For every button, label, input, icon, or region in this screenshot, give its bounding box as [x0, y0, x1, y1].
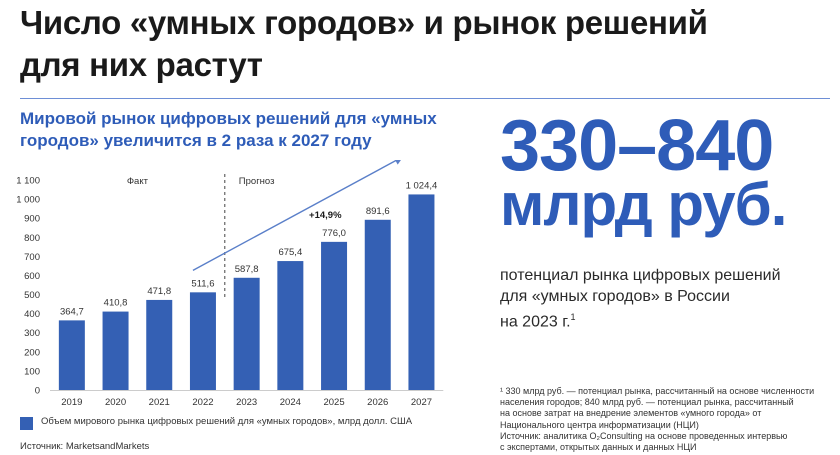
- growth-annotation: +14,9%: [309, 210, 342, 221]
- bar: [408, 194, 435, 390]
- data-label: 776,0: [322, 228, 346, 239]
- chart-title-line-2: городов» увеличится в 2 раза к 2027 году: [20, 131, 372, 150]
- bar: [233, 277, 260, 390]
- x-tick-label: 2026: [367, 397, 388, 408]
- y-tick-label: 1 100: [16, 176, 40, 187]
- x-tick-label: 2021: [149, 397, 170, 408]
- data-label: 675,4: [278, 247, 302, 258]
- page-title-line-2: для них растут: [20, 46, 263, 83]
- x-tick-label: 2025: [323, 397, 344, 408]
- period-label-fact: Факт: [127, 176, 149, 187]
- bar-chart: 0 100 200 300 400 500 600 700 800 900 1 000 1 100 36…: [16, 160, 444, 408]
- highlight-range: 330–840: [500, 106, 774, 186]
- y-tick-label: 400: [24, 309, 40, 320]
- y-tick-label: 600: [24, 271, 40, 282]
- bar: [364, 219, 391, 390]
- x-tick-label: 2024: [280, 397, 301, 408]
- data-label: 511,6: [191, 278, 214, 289]
- y-tick-label: 300: [24, 328, 40, 339]
- y-tick-label: 1 000: [16, 195, 40, 206]
- footnote-line-4: Национального центра информатизации (НЦИ…: [500, 419, 699, 430]
- legend-label: Объем мирового рынка цифровых решений дл…: [41, 416, 413, 427]
- x-tick-label: 2019: [61, 397, 82, 408]
- bar: [58, 320, 85, 390]
- page-title-line-1: Число «умных городов» и рынок решений: [20, 4, 708, 41]
- legend-swatch: [20, 417, 33, 430]
- data-label: 364,7: [60, 306, 84, 317]
- bar: [102, 311, 129, 390]
- x-tick-label: 2020: [105, 397, 126, 408]
- bar: [277, 261, 304, 390]
- footnote-line-1: ¹ 330 млрд руб. — потенциал рынка, рассч…: [500, 386, 815, 396]
- data-label: 587,8: [235, 264, 259, 275]
- growth-arrow-line: [192, 160, 399, 271]
- highlight-description-line-2: для «умных городов» в России: [500, 288, 730, 305]
- bar: [321, 241, 348, 390]
- title-divider: [20, 98, 830, 99]
- y-tick-label: 700: [24, 252, 40, 263]
- x-tick-label: 2023: [236, 397, 257, 408]
- y-tick-label: 500: [24, 290, 40, 301]
- highlight-description: потенциал рынка цифровых решений для «ум…: [500, 265, 800, 332]
- page-title: Число «умных городов» и рынок решений дл…: [20, 2, 780, 86]
- y-tick-label: 0: [35, 386, 40, 397]
- highlight-description-line-3-text: на 2023 г.: [500, 313, 571, 331]
- data-label: 891,6: [366, 206, 390, 217]
- highlight-description-line-1: потенциал рынка цифровых решений: [500, 267, 781, 284]
- highlight-unit: млрд руб.: [500, 171, 787, 238]
- highlight-description-line-3: на 2023 г.1: [500, 307, 800, 332]
- footnote-line-3: на основе затрат на внедрение элементов …: [500, 408, 762, 419]
- footnote: ¹ 330 млрд руб. — потенциал рынка, рассч…: [500, 386, 830, 453]
- x-tick-label: 2022: [192, 397, 213, 408]
- y-tick-label: 900: [24, 214, 40, 225]
- footnote-marker: 1: [570, 312, 576, 322]
- data-label: 471,8: [147, 286, 171, 297]
- footnote-line-5: Источник: аналитика O₂Consulting на осно…: [500, 430, 788, 441]
- bar: [189, 292, 216, 390]
- data-label: 410,8: [104, 298, 128, 309]
- period-label-forecast: Прогноз: [239, 176, 275, 187]
- y-tick-label: 100: [24, 366, 40, 377]
- chart-source: Источник: MarketsandMarkets: [20, 441, 150, 452]
- growth-arrow-head: [395, 160, 401, 165]
- bar: [146, 299, 173, 390]
- data-label: 1 024,4: [406, 180, 438, 191]
- footnote-line-6: с экспертами, открытых данных и данных Н…: [500, 442, 697, 453]
- y-tick-label: 800: [24, 233, 40, 244]
- x-tick-label: 2027: [411, 397, 432, 408]
- footnote-line-2: населения городов; 840 млрд руб. — потен…: [500, 397, 794, 408]
- y-tick-label: 200: [24, 347, 40, 358]
- chart-title-line-1: Мировой рынок цифровых решений для «умны…: [20, 109, 437, 128]
- chart-title: Мировой рынок цифровых решений для «умны…: [20, 108, 490, 152]
